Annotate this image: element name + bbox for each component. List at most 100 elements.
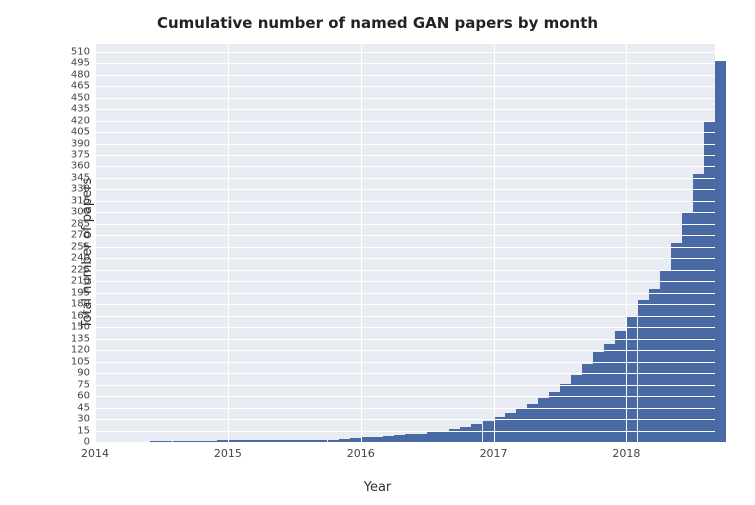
grid-line-h <box>95 109 715 110</box>
grid-line-v <box>361 44 362 442</box>
grid-line-h <box>95 270 715 271</box>
y-tick-label: 390 <box>71 138 90 149</box>
grid-line-h <box>95 121 715 122</box>
chart-container: Cumulative number of named GAN papers by… <box>0 0 755 505</box>
y-tick-label: 435 <box>71 104 90 115</box>
bars-layer <box>95 44 715 442</box>
bar <box>505 413 516 442</box>
grid-line-h <box>95 235 715 236</box>
grid-line-h <box>95 212 715 213</box>
y-tick-label: 270 <box>71 230 90 241</box>
y-tick-label: 480 <box>71 69 90 80</box>
bar <box>549 392 560 443</box>
y-tick-label: 510 <box>71 46 90 57</box>
bar <box>615 331 626 442</box>
y-tick-label: 495 <box>71 58 90 69</box>
y-tick-label: 300 <box>71 207 90 218</box>
grid-line-h <box>95 362 715 363</box>
y-tick-label: 255 <box>71 241 90 252</box>
plot-area: 0153045607590105120135150165180195210225… <box>95 44 715 442</box>
bar <box>460 427 471 442</box>
grid-line-h <box>95 373 715 374</box>
y-tick-label: 420 <box>71 115 90 126</box>
grid-line-h <box>95 408 715 409</box>
grid-line-h <box>95 385 715 386</box>
bar <box>660 270 671 442</box>
y-tick-label: 210 <box>71 276 90 287</box>
y-tick-label: 465 <box>71 81 90 92</box>
grid-line-h <box>95 63 715 64</box>
grid-line-h <box>95 75 715 76</box>
grid-line-h <box>95 339 715 340</box>
y-tick-label: 450 <box>71 92 90 103</box>
y-tick-label: 15 <box>77 425 90 436</box>
bar <box>693 174 704 442</box>
y-tick-label: 150 <box>71 322 90 333</box>
grid-line-v <box>494 44 495 442</box>
grid-line-h <box>95 98 715 99</box>
bar <box>715 61 726 442</box>
y-tick-label: 330 <box>71 184 90 195</box>
bar <box>494 417 505 442</box>
bar <box>427 432 438 442</box>
y-tick-label: 60 <box>77 391 90 402</box>
y-tick-label: 135 <box>71 333 90 344</box>
y-tick-label: 345 <box>71 172 90 183</box>
grid-line-h <box>95 52 715 53</box>
bar <box>560 384 571 442</box>
grid-line-h <box>95 247 715 248</box>
grid-line-h <box>95 86 715 87</box>
grid-line-v <box>95 44 96 442</box>
y-tick-label: 0 <box>84 437 90 448</box>
grid-line-h <box>95 224 715 225</box>
grid-line-h <box>95 178 715 179</box>
bar <box>604 344 615 442</box>
y-tick-label: 105 <box>71 356 90 367</box>
y-tick-label: 405 <box>71 127 90 138</box>
y-tick-label: 360 <box>71 161 90 172</box>
grid-line-h <box>95 431 715 432</box>
y-tick-label: 225 <box>71 264 90 275</box>
y-tick-label: 240 <box>71 253 90 264</box>
bar <box>438 431 449 442</box>
bar <box>416 434 427 442</box>
grid-line-h <box>95 144 715 145</box>
grid-line-h <box>95 316 715 317</box>
grid-line-h <box>95 166 715 167</box>
grid-line-h <box>95 327 715 328</box>
grid-line-h <box>95 304 715 305</box>
y-tick-label: 315 <box>71 195 90 206</box>
y-tick-label: 90 <box>77 368 90 379</box>
bar <box>516 408 527 442</box>
grid-line-h <box>95 419 715 420</box>
x-tick-label: 2018 <box>612 447 640 460</box>
y-tick-label: 180 <box>71 299 90 310</box>
grid-line-h <box>95 281 715 282</box>
y-tick-label: 195 <box>71 287 90 298</box>
x-tick-label: 2017 <box>480 447 508 460</box>
y-tick-label: 375 <box>71 149 90 160</box>
bar <box>527 404 538 442</box>
x-tick-label: 2014 <box>81 447 109 460</box>
grid-line-h <box>95 132 715 133</box>
grid-line-h <box>95 350 715 351</box>
grid-line-v <box>626 44 627 442</box>
grid-line-h <box>95 442 715 443</box>
x-axis-label: Year <box>0 480 755 495</box>
grid-line-v <box>228 44 229 442</box>
bar <box>394 435 405 442</box>
chart-title: Cumulative number of named GAN papers by… <box>0 14 755 32</box>
x-tick-label: 2015 <box>214 447 242 460</box>
y-tick-label: 285 <box>71 218 90 229</box>
grid-line-h <box>95 155 715 156</box>
bar <box>471 424 482 442</box>
grid-line-h <box>95 201 715 202</box>
y-tick-label: 75 <box>77 379 90 390</box>
bar <box>405 434 416 442</box>
y-tick-label: 120 <box>71 345 90 356</box>
x-tick-label: 2016 <box>347 447 375 460</box>
grid-line-h <box>95 258 715 259</box>
bar <box>638 300 649 442</box>
bar <box>626 316 637 442</box>
y-tick-label: 45 <box>77 402 90 413</box>
